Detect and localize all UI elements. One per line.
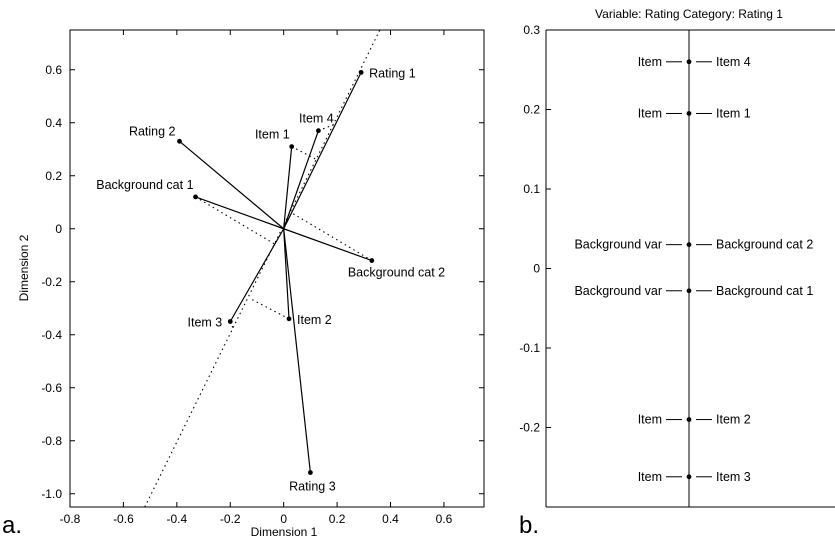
projection-line xyxy=(291,146,318,161)
x-tick-label: -0.6 xyxy=(113,512,134,526)
point-label-right: Item 1 xyxy=(716,106,751,120)
point-label: Item 4 xyxy=(299,112,334,126)
vector-line xyxy=(283,146,293,229)
reference-axis-line xyxy=(144,29,381,508)
y-tick-label: 0.2 xyxy=(45,169,62,183)
point-label: Item 1 xyxy=(255,128,290,142)
data-point xyxy=(177,138,182,144)
y-tick-label: -1.0 xyxy=(41,487,62,501)
point-label: Item 3 xyxy=(188,316,223,330)
projection-line xyxy=(318,123,336,132)
y-tick-label: 0 xyxy=(533,262,540,276)
data-point xyxy=(289,144,295,150)
point-label-left: Background var xyxy=(574,238,662,252)
vector-line xyxy=(195,196,284,230)
vector-line xyxy=(283,228,290,319)
y-tick-label: -0.8 xyxy=(41,434,62,448)
y-tick-label: -0.4 xyxy=(41,328,62,342)
x-tick-label: -0.2 xyxy=(220,512,241,526)
x-tick-label: 0.2 xyxy=(329,512,346,526)
panel-a-frame xyxy=(69,29,485,508)
panel-b-title: Variable: Rating Category: Rating 1 xyxy=(595,7,783,21)
vector-line xyxy=(283,228,311,473)
vector-line xyxy=(283,72,362,230)
data-point xyxy=(686,288,692,294)
projection-line xyxy=(291,212,373,262)
data-point xyxy=(286,316,292,322)
data-point xyxy=(686,242,692,248)
data-point xyxy=(686,474,692,480)
panel-a-ylabel: Dimension 2 xyxy=(17,234,31,301)
data-point xyxy=(686,59,692,65)
y-tick-label: 0.6 xyxy=(45,63,62,77)
projection-line xyxy=(249,297,290,320)
point-label: Item 2 xyxy=(297,313,332,327)
x-tick-label: -0.4 xyxy=(166,512,187,526)
data-point xyxy=(369,258,375,263)
point-label: Background cat 1 xyxy=(96,178,193,192)
point-label: Rating 1 xyxy=(369,66,416,80)
point-label-left: Background var xyxy=(574,284,662,298)
y-tick-label: 0.3 xyxy=(523,23,540,37)
point-label: Rating 2 xyxy=(129,124,176,138)
point-label: Background cat 2 xyxy=(348,266,445,280)
panel-b-ticks: 0.3 0.2 0.1 0 -0.1 -0.2 xyxy=(519,23,551,435)
data-point xyxy=(227,319,233,324)
x-tick-label: -0.8 xyxy=(60,512,81,526)
y-tick-label: 0 xyxy=(55,222,62,236)
vector-line xyxy=(229,228,285,322)
vector-line xyxy=(283,130,319,229)
x-tick-label: 0.4 xyxy=(382,512,399,526)
data-point xyxy=(307,470,313,475)
panel-a-ticks: -0.8 -0.6 -0.4 -0.2 0 0.2 0.4 0.6 -1.0 -0.8 -0.6 -0… xyxy=(41,30,484,526)
y-tick-label: -0.2 xyxy=(41,275,62,289)
point-label-left: Item xyxy=(638,470,662,484)
point-label-right: Item 4 xyxy=(716,55,751,69)
point-label-left: Item xyxy=(638,55,662,69)
data-point xyxy=(686,111,692,116)
panel-a-xlabel: Dimension 1 xyxy=(251,525,318,539)
vector-line xyxy=(179,140,285,230)
panel-a-label: a. xyxy=(2,512,22,539)
data-point xyxy=(686,417,692,422)
panel-b-label: b. xyxy=(519,512,539,539)
panel-a: -0.8 -0.6 -0.4 -0.2 0 0.2 0.4 0.6 -1.0 -0.8 -0.6 -0… xyxy=(2,29,485,539)
point-label-right: Item 3 xyxy=(716,470,751,484)
y-tick-label: 0.1 xyxy=(523,182,540,196)
point-label-right: Background cat 2 xyxy=(716,238,813,252)
point-label-left: Item xyxy=(638,106,662,120)
data-point xyxy=(193,194,198,200)
panel-a-lines xyxy=(144,29,381,508)
panel-a-points: Rating 1 Rating 2 Rating 3 Item 1 Item 2 Item… xyxy=(96,66,445,493)
point-label-left: Item xyxy=(638,413,662,427)
y-tick-label: -0.6 xyxy=(41,381,62,395)
panel-b-points: Item Item 4 Item Item 1 Background var Backgr… xyxy=(574,55,813,484)
point-label: Rating 3 xyxy=(289,480,336,494)
y-tick-label: 0.4 xyxy=(45,116,62,130)
point-label-right: Item 2 xyxy=(716,413,751,427)
data-point xyxy=(316,128,321,134)
point-label-right: Background cat 1 xyxy=(716,284,813,298)
y-tick-label: 0.2 xyxy=(523,103,540,117)
x-tick-label: 0.6 xyxy=(436,512,453,526)
y-tick-label: -0.2 xyxy=(519,421,540,435)
panel-b: Variable: Rating Category: Rating 1 0.30… xyxy=(519,7,835,539)
projection-line xyxy=(195,196,276,246)
vector-line xyxy=(283,228,373,262)
x-tick-label: 0 xyxy=(280,512,287,526)
data-point xyxy=(358,70,364,75)
y-tick-label: -0.1 xyxy=(519,341,540,355)
